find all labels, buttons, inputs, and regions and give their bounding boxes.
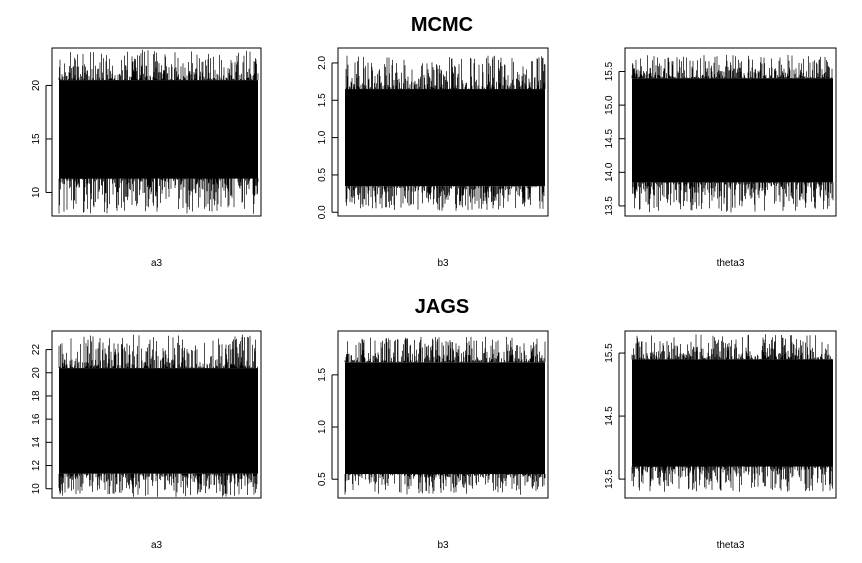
y-tick-label: 14.5 (604, 129, 615, 149)
y-tick-label: 14.0 (604, 162, 615, 182)
trace-plot-mcmc-a3: 10 15 20 a3 (31, 47, 262, 269)
x-axis-label: b3 (437, 258, 449, 269)
y-tick-label: 12 (31, 460, 42, 472)
y-tick-label: 10 (31, 186, 42, 198)
trace-band (345, 89, 545, 187)
trace-line (631, 54, 834, 213)
plot-frame (624, 47, 837, 217)
y-tick-label: 20 (31, 367, 42, 379)
y-tick-label: 14.5 (604, 406, 615, 426)
y-tick-label: 0.5 (317, 168, 328, 182)
y-tick-label: 15 (31, 133, 42, 145)
trace-plot-jags-a3: 10 12 14 16 18 20 22 a3 (31, 330, 262, 551)
y-tick-label: 1.5 (317, 367, 328, 381)
x-axis-label: a3 (151, 258, 163, 269)
y-tick-label: 16 (31, 413, 42, 425)
trace-plot-mcmc-b3: 0.0 0.5 1.0 1.5 2.0 b3 (317, 47, 549, 269)
plot-frame (337, 47, 549, 217)
x-axis-label: b3 (437, 540, 449, 551)
plot-frame (51, 47, 262, 217)
y-tick-label: 22 (31, 344, 42, 356)
x-axis-label: a3 (151, 540, 163, 551)
y-tick-label: 15.5 (604, 343, 615, 363)
trace-plot-jags-theta3: 13.5 14.5 15.5 theta3 (604, 330, 837, 551)
trace-plot-jags-b3: 0.5 1.0 1.5 b3 (317, 330, 549, 551)
plot-frame (337, 330, 549, 499)
trace-band (632, 78, 833, 183)
y-tick-label: 1.0 (317, 130, 328, 144)
y-tick-label: 10 (31, 483, 42, 495)
x-axis-label: theta3 (717, 540, 745, 551)
y-tick-label: 18 (31, 390, 42, 402)
trace-line (345, 55, 546, 211)
y-tick-label: 15.0 (604, 95, 615, 115)
y-tick-label: 2.0 (317, 56, 328, 70)
trace-band (59, 80, 258, 179)
y-tick-label: 13.5 (604, 469, 615, 489)
trace-line (58, 49, 259, 214)
jags-section-title: JAGS (414, 296, 470, 318)
x-axis-label: theta3 (717, 258, 745, 269)
trace-plot-mcmc-theta3: 13.5 14.0 14.5 15.0 15.5 theta3 (604, 47, 837, 269)
trace-band (59, 368, 258, 474)
y-tick-label: 13.5 (604, 196, 615, 216)
trace-band (345, 362, 545, 474)
trace-band (632, 359, 833, 467)
trace-line (58, 334, 258, 497)
y-tick-label: 14 (31, 436, 42, 448)
y-tick-label: 20 (31, 79, 42, 91)
mcmc-section-title: MCMC (410, 14, 474, 36)
y-tick-label: 0.0 (317, 205, 328, 219)
y-tick-label: 1.5 (317, 93, 328, 107)
y-tick-label: 0.5 (317, 472, 328, 486)
plot-frame (51, 330, 262, 499)
y-tick-label: 1.0 (317, 420, 328, 434)
y-tick-label: 15.5 (604, 61, 615, 81)
plot-frame (624, 330, 837, 499)
